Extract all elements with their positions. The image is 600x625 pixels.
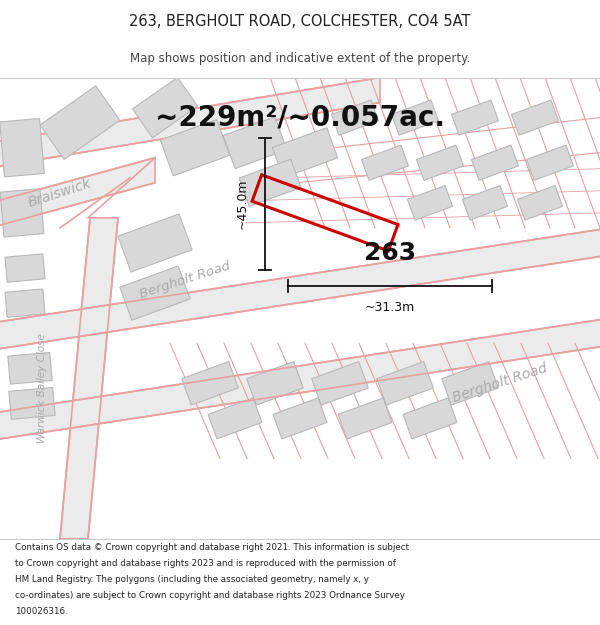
Text: 263, BERGHOLT ROAD, COLCHESTER, CO4 5AT: 263, BERGHOLT ROAD, COLCHESTER, CO4 5AT (129, 14, 471, 29)
Polygon shape (0, 228, 600, 350)
Polygon shape (0, 78, 380, 168)
Text: Warwick Bailey Close: Warwick Bailey Close (37, 333, 47, 443)
Polygon shape (442, 362, 498, 405)
Text: ~31.3m: ~31.3m (365, 301, 415, 314)
Polygon shape (208, 398, 262, 439)
Polygon shape (338, 398, 392, 439)
Polygon shape (407, 186, 452, 220)
Polygon shape (362, 145, 409, 180)
Polygon shape (247, 362, 303, 405)
Polygon shape (527, 145, 574, 180)
Text: Contains OS data © Crown copyright and database right 2021. This information is : Contains OS data © Crown copyright and d… (15, 543, 409, 552)
Polygon shape (403, 398, 457, 439)
Polygon shape (377, 362, 433, 405)
Polygon shape (272, 127, 338, 177)
Text: HM Land Registry. The polygons (including the associated geometry, namely x, y: HM Land Registry. The polygons (includin… (15, 575, 369, 584)
Polygon shape (512, 100, 559, 135)
Text: Braiswick: Braiswick (26, 176, 94, 209)
Text: Bergholt Road: Bergholt Road (138, 259, 232, 301)
Polygon shape (392, 100, 439, 135)
Polygon shape (472, 145, 518, 180)
Polygon shape (416, 145, 463, 180)
Polygon shape (239, 159, 301, 206)
Text: co-ordinates) are subject to Crown copyright and database rights 2023 Ordnance S: co-ordinates) are subject to Crown copyr… (15, 591, 405, 600)
Polygon shape (332, 100, 379, 135)
Polygon shape (0, 158, 155, 228)
Polygon shape (517, 186, 563, 220)
Polygon shape (118, 214, 192, 272)
Text: 263: 263 (364, 241, 416, 265)
Polygon shape (0, 318, 600, 441)
Polygon shape (9, 388, 55, 419)
Polygon shape (312, 362, 368, 405)
Polygon shape (452, 100, 499, 135)
Polygon shape (120, 266, 190, 320)
Polygon shape (160, 119, 230, 176)
Polygon shape (133, 78, 197, 138)
Polygon shape (182, 362, 238, 405)
Text: Bergholt Road: Bergholt Road (451, 361, 549, 405)
Polygon shape (5, 289, 45, 318)
Text: ~45.0m: ~45.0m (236, 179, 249, 229)
Polygon shape (273, 398, 327, 439)
Text: to Crown copyright and database rights 2023 and is reproduced with the permissio: to Crown copyright and database rights 2… (15, 559, 396, 568)
Polygon shape (0, 189, 44, 237)
Polygon shape (223, 117, 287, 169)
Polygon shape (60, 218, 118, 539)
Polygon shape (8, 352, 52, 384)
Polygon shape (5, 254, 45, 282)
Text: ~229m²/~0.057ac.: ~229m²/~0.057ac. (155, 104, 445, 132)
Text: Map shows position and indicative extent of the property.: Map shows position and indicative extent… (130, 52, 470, 64)
Polygon shape (40, 86, 120, 159)
Polygon shape (0, 119, 44, 177)
Text: 100026316.: 100026316. (15, 607, 68, 616)
Polygon shape (463, 186, 508, 220)
